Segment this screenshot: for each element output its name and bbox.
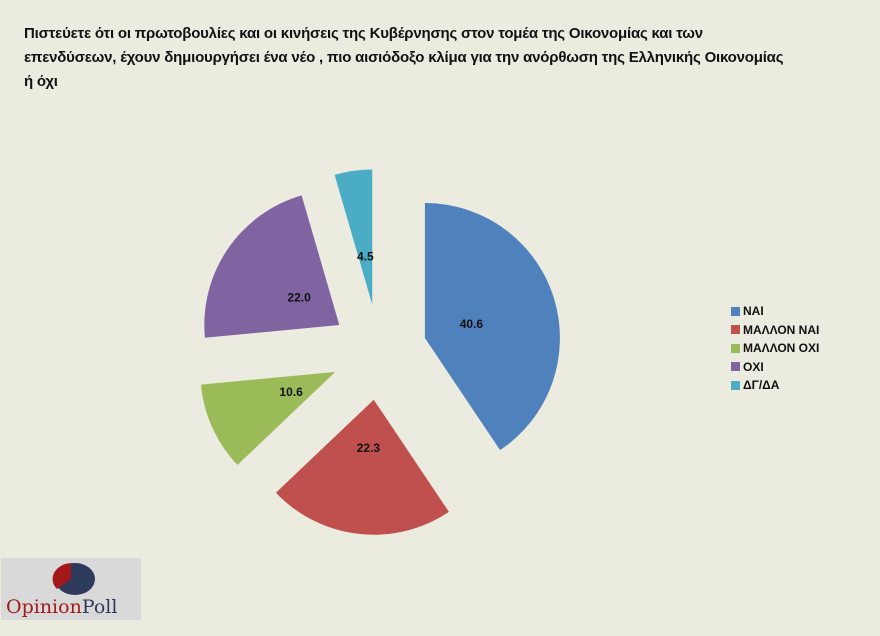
legend-label: ΜΑΛΛΟΝ ΝΑΙ (743, 322, 820, 337)
data-label: 22.0 (287, 291, 311, 305)
legend-item: ΟΧΙ (731, 358, 819, 377)
pie-slice-1 (275, 399, 449, 535)
logo-text-opinion: Opinion (6, 596, 82, 618)
legend-item: ΔΓ/ΔΑ (731, 376, 819, 395)
legend-label: ΜΑΛΛΟΝ ΟΧΙ (743, 341, 820, 356)
pie-slice-3 (204, 195, 340, 338)
chart-title: Πιστεύετε ότι οι πρωτοβουλίες και οι κιν… (24, 25, 784, 90)
logo-text: OpinionPoll (6, 596, 117, 618)
logo-pie-icon (52, 563, 95, 595)
data-label: 22.3 (357, 441, 381, 455)
legend-swatch (731, 362, 740, 372)
legend: ΝΑΙ ΜΑΛΛΟΝ ΝΑΙ ΜΑΛΛΟΝ ΟΧΙ ΟΧΙ ΔΓ/ΔΑ (731, 302, 819, 395)
pie-slice-0 (424, 203, 560, 451)
legend-label: ΔΓ/ΔΑ (743, 378, 780, 393)
legend-swatch (731, 306, 740, 316)
logo-text-poll: Poll (81, 596, 118, 618)
pie-slice-4 (334, 169, 373, 305)
data-label: 10.6 (279, 385, 303, 399)
legend-item: ΜΑΛΛΟΝ ΟΧΙ (731, 339, 819, 358)
legend-label: ΟΧΙ (743, 359, 764, 374)
data-label: 40.6 (460, 317, 484, 331)
opinionpoll-logo: OpinionPoll (1, 558, 141, 620)
legend-swatch (731, 380, 740, 390)
legend-item: ΝΑΙ (731, 302, 819, 321)
legend-swatch (731, 343, 740, 353)
pie-slice-2 (200, 371, 336, 465)
data-label: 4.5 (357, 249, 374, 263)
legend-label: ΝΑΙ (743, 304, 764, 319)
legend-item: ΜΑΛΛΟΝ ΝΑΙ (731, 321, 819, 340)
legend-swatch (731, 325, 740, 335)
